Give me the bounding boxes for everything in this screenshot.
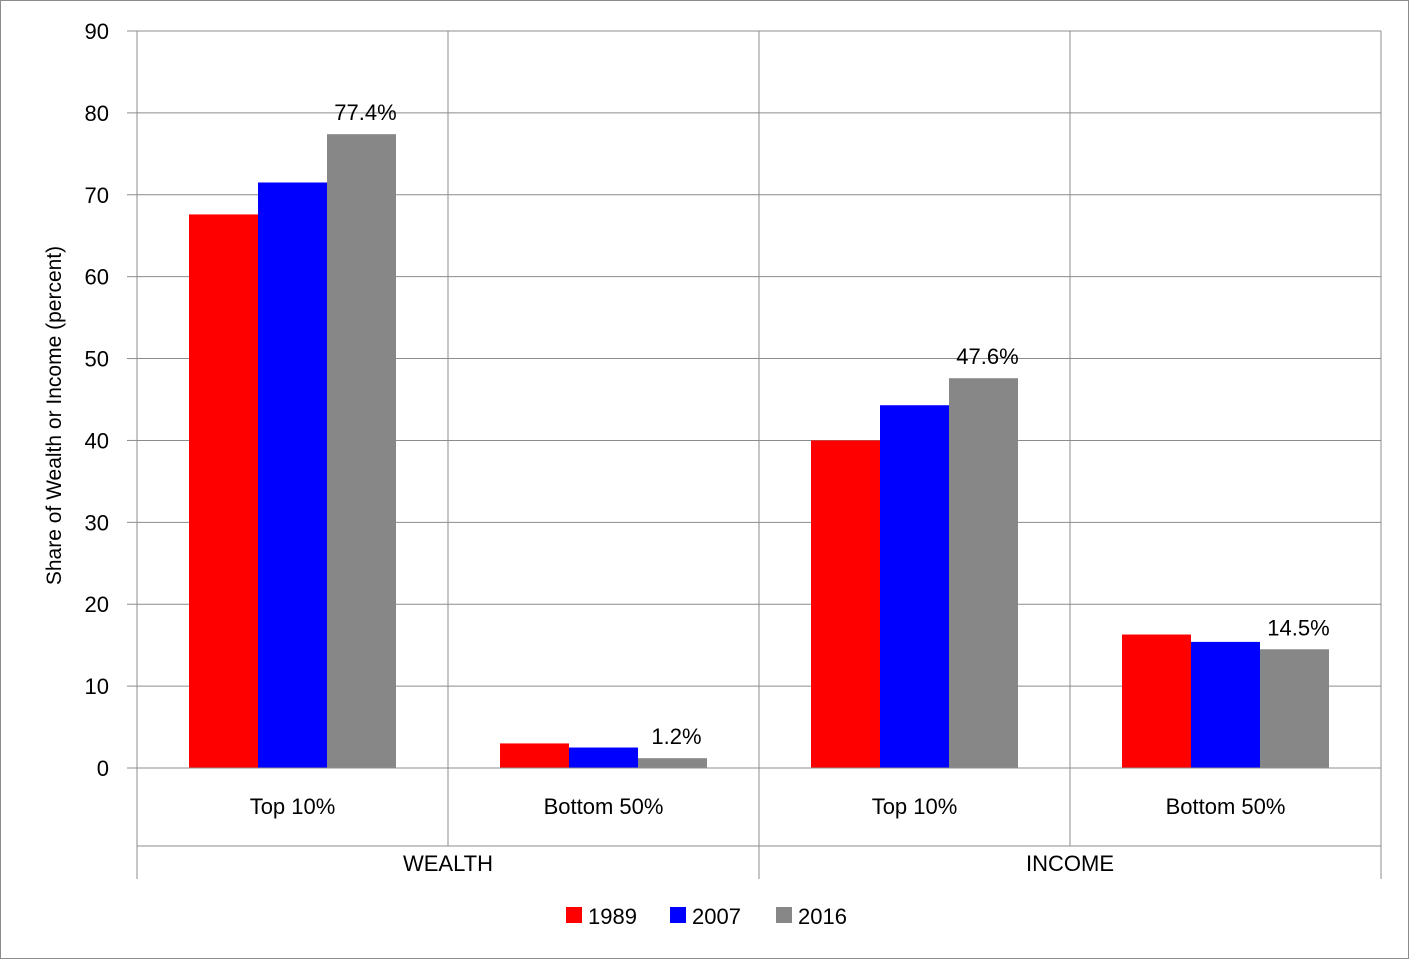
category-label: Top 10% [872,794,958,819]
category-label: Bottom 50% [544,794,664,819]
y-axis-title: Share of Wealth or Income (percent) [43,246,66,585]
y-tick-label: 70 [85,183,109,208]
y-tick-label: 40 [85,428,109,453]
group-label: WEALTH [403,851,493,876]
legend-swatch-2007 [670,907,686,923]
legend: 1989 2007 2016 [566,904,847,929]
bar-2016-0 [327,134,396,768]
group-label: INCOME [1026,851,1114,876]
data-label: 77.4% [334,100,396,125]
bar-2007-1 [569,747,638,768]
category-label: Top 10% [250,794,336,819]
legend-swatch-2016 [776,907,792,923]
y-tick-label: 90 [85,19,109,44]
y-tick-label: 50 [85,347,109,372]
bar-1989-0 [189,214,258,769]
axes [127,30,1381,769]
y-tick-label: 30 [85,510,109,535]
y-tick-label: 0 [97,756,109,781]
bar-1989-1 [500,743,569,768]
y-tick-label: 20 [85,592,109,617]
y-tick-label: 60 [85,265,109,290]
bar-1989-2 [811,440,880,768]
y-tick-label: 10 [85,674,109,699]
bar-2016-3 [1260,649,1329,768]
bar-2016-2 [949,378,1018,768]
bar-2007-3 [1191,641,1260,768]
data-label: 1.2% [651,724,701,749]
labels: 0 10 20 30 40 50 60 70 80 90 77.4% Top 10% 1.2% Botto… [43,19,1330,876]
data-label: 47.6% [956,344,1018,369]
y-tick-label: 80 [85,101,109,126]
category-label: Bottom 50% [1166,794,1286,819]
legend-label-2007: 2007 [692,904,741,929]
data-label: 14.5% [1267,615,1329,640]
legend-label-1989: 1989 [588,904,637,929]
bar-2007-2 [880,405,949,768]
bar-2016-1 [638,758,707,768]
bar-1989-3 [1122,634,1191,768]
legend-label-2016: 2016 [798,904,847,929]
bars [189,134,1329,769]
bar-2007-0 [258,182,327,768]
legend-swatch-1989 [566,907,582,923]
